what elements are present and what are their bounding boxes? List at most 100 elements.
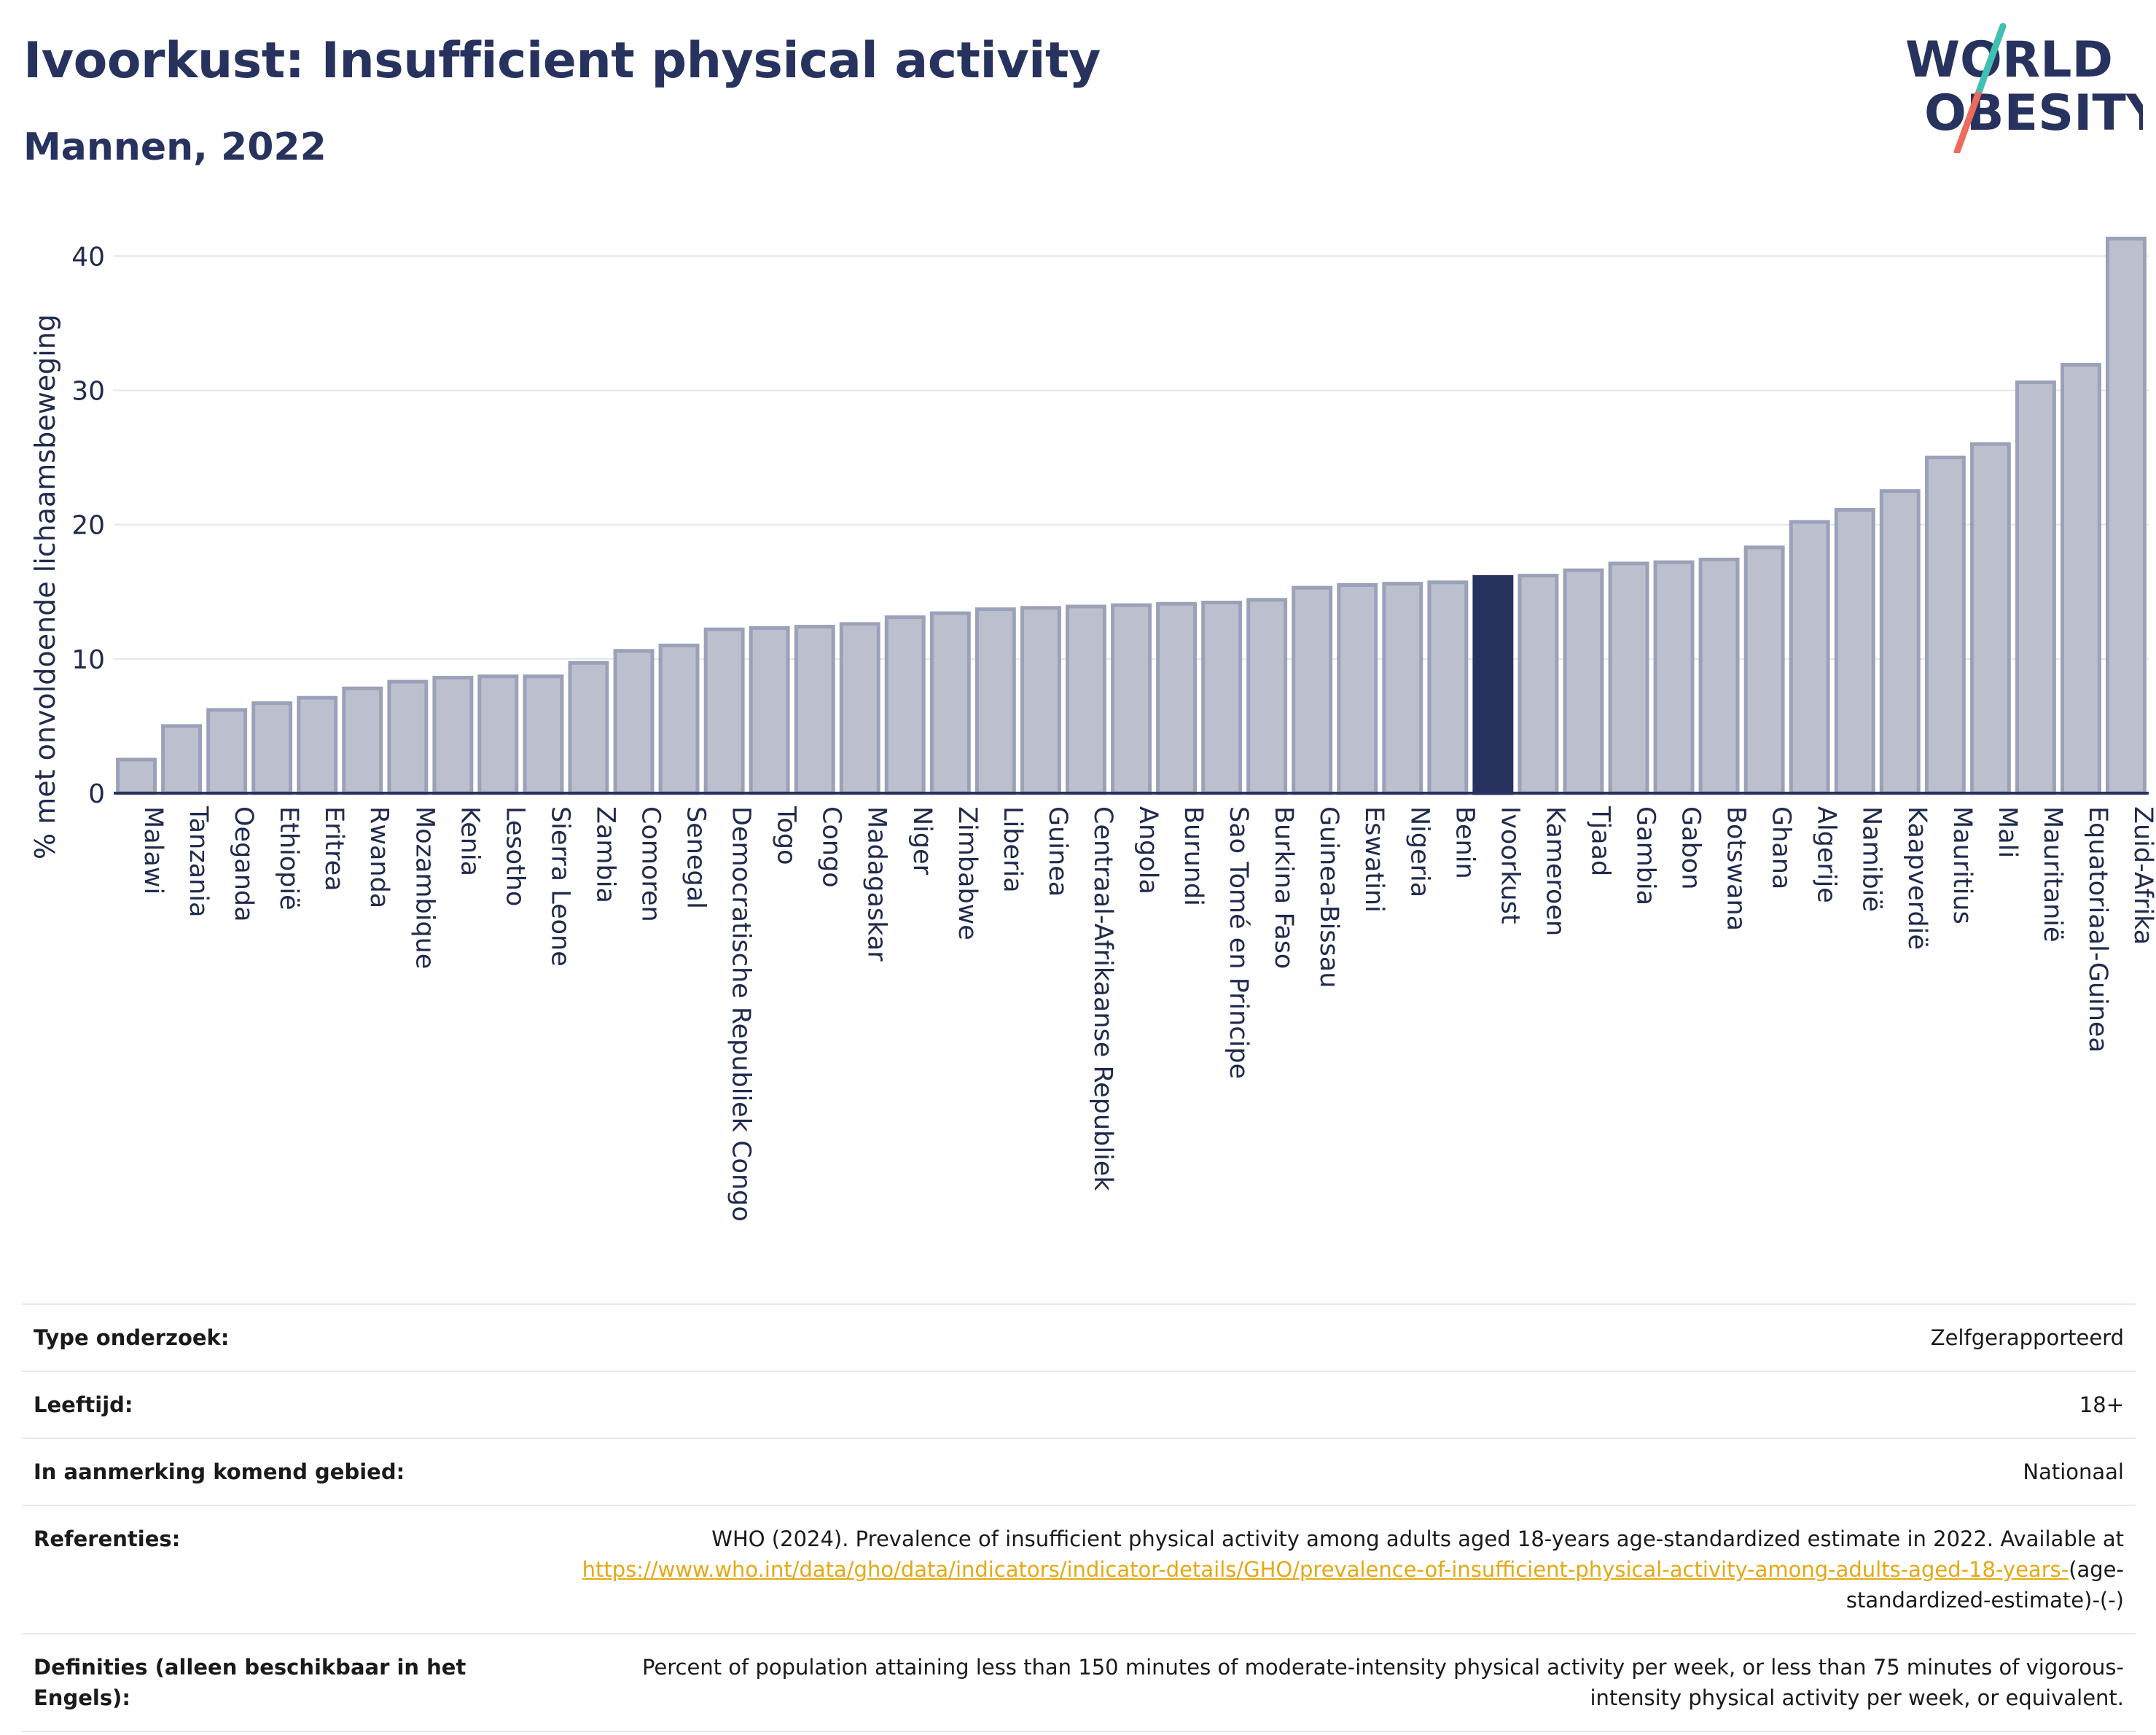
x-tick-label: Ivoorkust bbox=[1495, 806, 1524, 924]
x-tick-label: Tanzania bbox=[184, 806, 213, 917]
x-tick-label: Togo bbox=[772, 806, 801, 865]
x-tick-label: Nigeria bbox=[1405, 806, 1434, 897]
x-tick-label: Eswatini bbox=[1359, 806, 1388, 913]
bar bbox=[1246, 598, 1288, 795]
bar bbox=[703, 627, 745, 795]
x-tick-label: Angola bbox=[1133, 806, 1163, 894]
x-tick-label: Guinea-Bissau bbox=[1314, 806, 1343, 988]
x-tick-label: Eritrea bbox=[319, 806, 348, 892]
bar bbox=[2061, 362, 2101, 795]
bar bbox=[1066, 604, 1106, 795]
x-tick-label: Madagaskar bbox=[862, 806, 891, 962]
y-tick-label: 30 bbox=[71, 376, 105, 406]
bar bbox=[1743, 545, 1785, 795]
info-row-survey-type: Type onderzoek: Zelfgerapporteerd bbox=[22, 1303, 2136, 1371]
x-tick-label: Equatoriaal-Guinea bbox=[2083, 806, 2112, 1053]
x-tick-label: Mali bbox=[1993, 806, 2022, 858]
x-tick-label: Ethiopië bbox=[274, 806, 303, 911]
x-tick-label: Lesotho bbox=[500, 806, 529, 906]
y-tick-label: 0 bbox=[88, 779, 105, 809]
bar bbox=[884, 615, 926, 795]
page-subtitle: Mannen, 2022 bbox=[23, 125, 327, 169]
bar-highlight bbox=[1472, 575, 1514, 795]
bar bbox=[523, 674, 564, 795]
page-title: Ivoorkust: Insufficient physical activit… bbox=[23, 32, 1101, 90]
bar bbox=[1653, 560, 1695, 795]
bar bbox=[342, 686, 383, 795]
x-tick-label: Mozambique bbox=[410, 806, 439, 969]
x-tick-label: Sierra Leone bbox=[545, 806, 574, 967]
x-tick-label: Democratische Republiek Congo bbox=[727, 806, 756, 1222]
bar bbox=[1879, 489, 1921, 795]
bar bbox=[613, 649, 655, 795]
y-tick-label: 10 bbox=[71, 645, 105, 675]
info-row-definitions: Definities (alleen beschikbaar in het En… bbox=[22, 1633, 2136, 1732]
info-row-age: Leeftijd: 18+ bbox=[22, 1371, 2136, 1438]
logo-slash-accent-icon bbox=[1976, 23, 2007, 93]
references-link[interactable]: https://www.who.int/data/gho/data/indica… bbox=[582, 1557, 2069, 1582]
bar bbox=[1201, 601, 1243, 795]
bar bbox=[839, 622, 880, 795]
bar bbox=[2106, 236, 2147, 795]
x-tick-label: Guinea bbox=[1043, 806, 1072, 897]
age-value: 18+ bbox=[570, 1371, 2136, 1438]
bar bbox=[161, 724, 203, 795]
x-tick-label: Congo bbox=[817, 806, 846, 888]
x-tick-label: Gambia bbox=[1631, 806, 1660, 905]
bar bbox=[387, 679, 429, 795]
x-tick-label: Algerije bbox=[1812, 806, 1841, 903]
bar bbox=[1337, 583, 1378, 795]
bar bbox=[251, 701, 293, 795]
bar bbox=[1924, 456, 1966, 795]
world-obesity-logo: WORLD OBESITY bbox=[1902, 22, 2156, 155]
bar bbox=[1563, 568, 1604, 795]
survey-type-label: Type onderzoek: bbox=[22, 1303, 570, 1371]
bar bbox=[975, 607, 1016, 795]
x-tick-label: Niger bbox=[907, 806, 937, 876]
bar bbox=[1020, 606, 1061, 795]
x-tick-label: Ghana bbox=[1767, 806, 1796, 889]
bar bbox=[1427, 580, 1469, 795]
x-tick-label: Comoren bbox=[636, 806, 665, 922]
bar-chart: 0 10 20 30 40 Malawi Tanzania Oeganda Ethiopië Er… bbox=[0, 182, 2156, 1293]
bar bbox=[658, 643, 700, 795]
x-tick-label: Burundi bbox=[1179, 806, 1208, 906]
x-tick-label: Zuid-Afrika bbox=[2128, 806, 2156, 945]
bar bbox=[432, 676, 474, 795]
x-tick-label: Senegal bbox=[681, 806, 711, 909]
x-tick-label: Zambia bbox=[591, 806, 620, 903]
bar bbox=[116, 757, 157, 795]
x-tick-label: Rwanda bbox=[364, 806, 394, 908]
x-tick-label: Gabon bbox=[1676, 806, 1706, 889]
references-text: WHO (2024). Prevalence of insufficient p… bbox=[711, 1527, 2124, 1551]
x-tick-label: Malawi bbox=[138, 806, 168, 894]
definitions-label: Definities (alleen beschikbaar in het En… bbox=[22, 1633, 570, 1732]
x-tick-label: Benin bbox=[1450, 806, 1479, 879]
x-tick-label: Oeganda bbox=[229, 806, 258, 922]
x-tick-label: Mauritius bbox=[1948, 806, 1977, 924]
chart-canvas: 0 10 20 30 40 Malawi Tanzania Oeganda Ethiopië Er… bbox=[29, 236, 2156, 1222]
bar-layer bbox=[116, 236, 2147, 795]
bar bbox=[1608, 561, 1649, 795]
y-axis-label: % met onvoldoende lichaamsbeweging bbox=[29, 314, 61, 859]
references-value: WHO (2024). Prevalence of insufficient p… bbox=[570, 1505, 2136, 1634]
x-tick-label: Sao Tomé en Principe bbox=[1224, 806, 1253, 1079]
y-tick-label: 40 bbox=[71, 242, 105, 272]
x-tick-label: Botswana bbox=[1722, 806, 1751, 931]
references-suffix: (age-standardized-estimate)-(-) bbox=[1846, 1557, 2124, 1613]
logo-line2: OBESITY bbox=[1924, 85, 2143, 142]
x-tick-label: Burkina Faso bbox=[1269, 806, 1298, 969]
info-row-references: Referenties: WHO (2024). Prevalence of i… bbox=[22, 1505, 2136, 1634]
definitions-value: Percent of population attaining less tha… bbox=[570, 1633, 2136, 1732]
bar bbox=[794, 625, 835, 795]
bar bbox=[568, 660, 609, 795]
bar bbox=[477, 674, 519, 795]
bar bbox=[929, 611, 971, 795]
axis-layer: 0 10 20 30 40 Malawi Tanzania Oeganda Ethiopië Er… bbox=[71, 242, 2156, 1222]
bar bbox=[206, 708, 248, 795]
age-label: Leeftijd: bbox=[22, 1371, 570, 1438]
area-label: In aanmerking komend gebied: bbox=[22, 1438, 570, 1505]
bar bbox=[1969, 442, 2011, 795]
x-tick-label: Tjaad bbox=[1585, 806, 1614, 876]
bar bbox=[1111, 603, 1152, 795]
